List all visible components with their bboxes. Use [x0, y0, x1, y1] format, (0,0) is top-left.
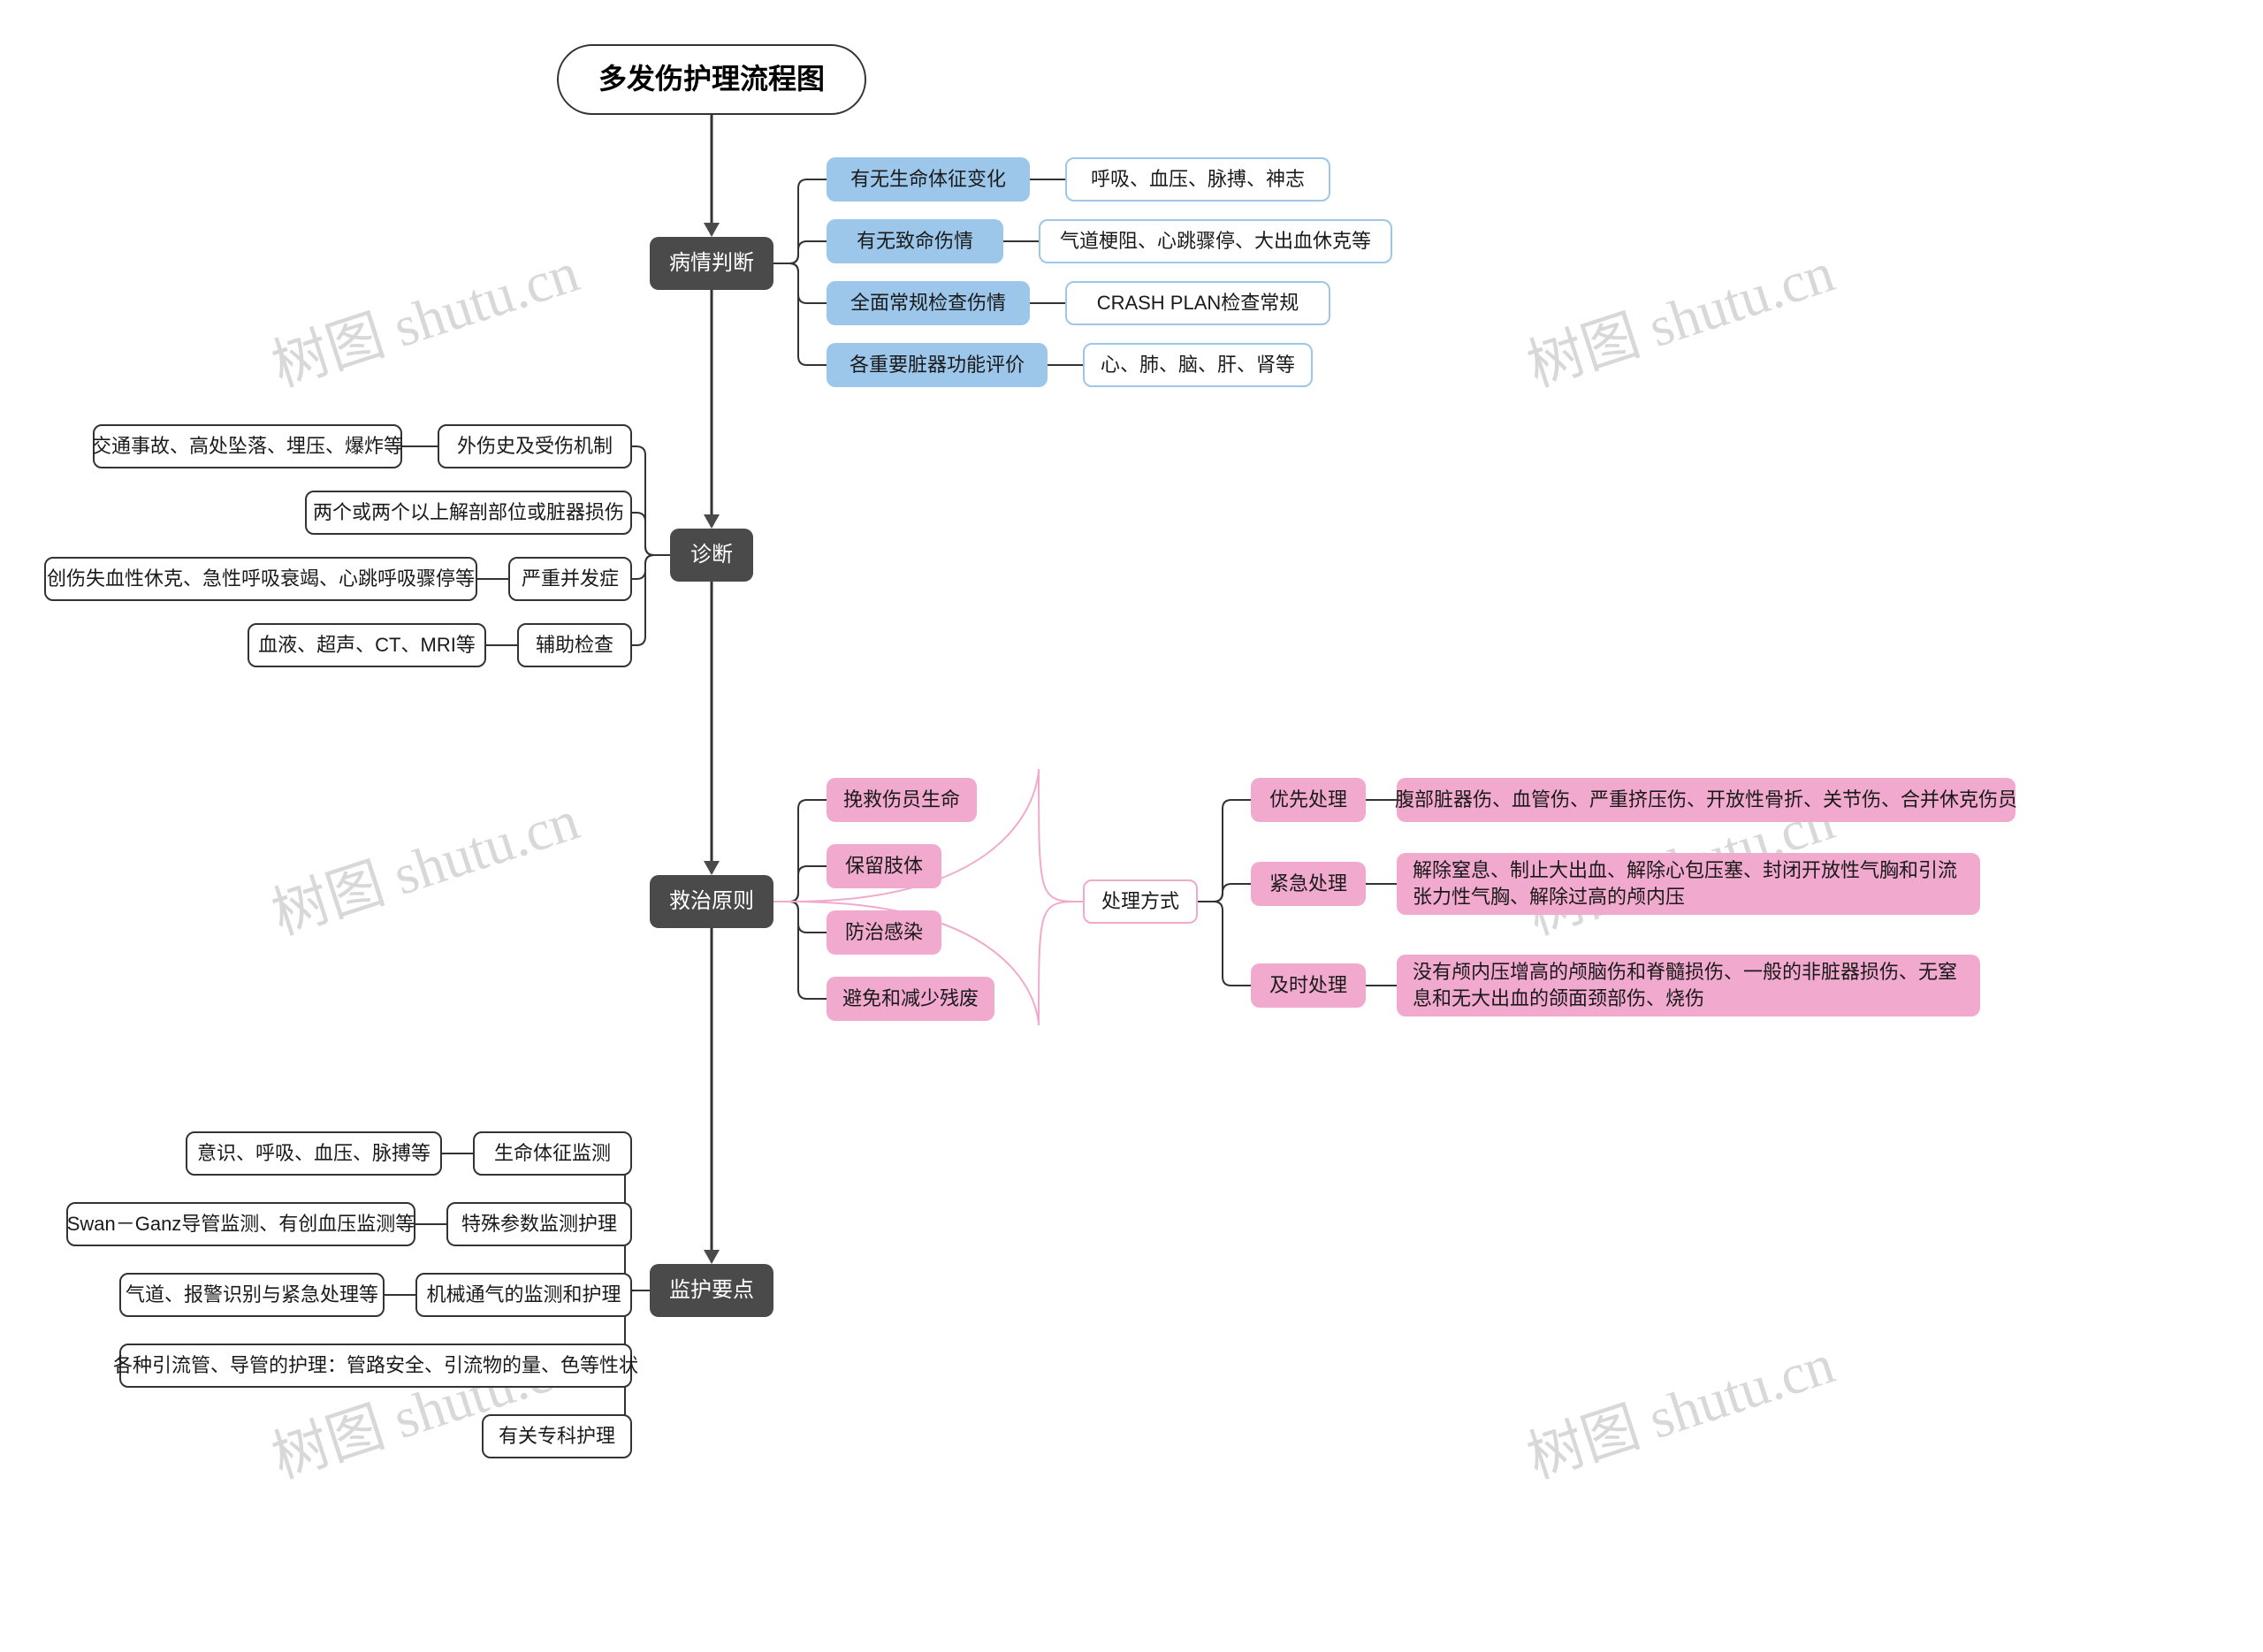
- node-b3b: CRASH PLAN检查常规: [1065, 281, 1330, 325]
- connector: [773, 241, 827, 263]
- node-pm3b: 没有颅内压增高的颅脑伤和脊髓损伤、一般的非脏器损伤、无窒息和无大出血的颌面颈部伤…: [1397, 955, 1980, 1016]
- node-m3b: 气道、报警识别与紧急处理等: [119, 1273, 385, 1317]
- node-d1b: 交通事故、高处坠落、埋压、爆炸等: [93, 424, 402, 468]
- arrowhead: [704, 1250, 720, 1264]
- arrowhead: [704, 861, 720, 875]
- node-d4b: 血液、超声、CT、MRI等: [248, 623, 486, 667]
- node-m1a: 生命体征监测: [473, 1131, 632, 1176]
- connector: [632, 555, 670, 645]
- node-p1: 挽救伤员生命: [827, 778, 977, 822]
- node-m5a: 有关专科护理: [482, 1414, 632, 1458]
- connector: [773, 263, 827, 365]
- node-d2a: 两个或两个以上解剖部位或脏器损伤: [305, 491, 632, 535]
- connector: [1198, 902, 1251, 986]
- node-d3b: 创伤失血性休克、急性呼吸衰竭、心跳呼吸骤停等: [44, 557, 477, 601]
- node-pm2b: 解除窒息、制止大出血、解除心包压塞、封闭开放性气胸和引流张力性气胸、解除过高的颅…: [1397, 853, 1980, 915]
- watermark: 树图 shutu.cn: [1516, 1319, 1843, 1494]
- node-d4a: 辅助检查: [517, 623, 632, 667]
- node-b1a: 有无生命体征变化: [827, 157, 1030, 202]
- node-root: 多发伤护理流程图: [557, 44, 866, 115]
- node-d3a: 严重并发症: [508, 557, 632, 601]
- node-hub1: 病情判断: [650, 237, 773, 290]
- connector: [632, 446, 670, 555]
- node-b2a: 有无致命伤情: [827, 219, 1003, 263]
- node-m4a: 各种引流管、导管的护理：管路安全、引流物的量、色等性状: [119, 1344, 632, 1388]
- node-pm1a: 优先处理: [1251, 778, 1366, 822]
- node-b2b: 气道梗阻、心跳骤停、大出血休克等: [1039, 219, 1392, 263]
- node-b1b: 呼吸、血压、脉搏、神志: [1065, 157, 1330, 202]
- watermark: 树图 shutu.cn: [261, 775, 588, 950]
- connector: [773, 902, 827, 933]
- node-b4a: 各重要脏器功能评价: [827, 343, 1048, 387]
- node-b3a: 全面常规检查伤情: [827, 281, 1030, 325]
- node-m1b: 意识、呼吸、血压、脉搏等: [186, 1131, 442, 1176]
- node-b4b: 心、肺、脑、肝、肾等: [1083, 343, 1313, 387]
- connector: [773, 902, 827, 999]
- node-hub2: 诊断: [670, 529, 753, 582]
- node-pm1b: 腹部脏器伤、血管伤、严重挤压伤、开放性骨折、关节伤、合并休克伤员: [1397, 778, 2015, 822]
- connector: [773, 179, 827, 263]
- node-p4: 避免和减少残废: [827, 977, 994, 1021]
- connector: [773, 866, 827, 902]
- arrowhead: [704, 514, 720, 529]
- watermark: 树图 shutu.cn: [1516, 227, 1843, 402]
- node-hub3: 救治原则: [650, 875, 773, 928]
- node-pm3a: 及时处理: [1251, 963, 1366, 1008]
- node-d1a: 外伤史及受伤机制: [438, 424, 632, 468]
- node-m2b: Swan－Ganz导管监测、有创血压监测等: [66, 1202, 415, 1246]
- connector: [1198, 884, 1251, 902]
- connector: [632, 555, 670, 579]
- node-p2: 保留肢体: [827, 844, 941, 888]
- diagram-canvas: 树图 shutu.cn 树图 shutu.cn 树图 shutu.cn 树图 shut…: [0, 0, 2263, 1652]
- node-hub4: 监护要点: [650, 1264, 773, 1317]
- connector: [773, 263, 827, 303]
- watermark: 树图 shutu.cn: [261, 227, 588, 402]
- arrowhead: [704, 223, 720, 237]
- node-m3a: 机械通气的监测和护理: [415, 1273, 632, 1317]
- connector: [1198, 800, 1251, 902]
- connector: [632, 513, 670, 555]
- connector: [773, 800, 827, 902]
- node-m2a: 特殊参数监测护理: [446, 1202, 632, 1246]
- node-p3: 防治感染: [827, 910, 941, 955]
- node-pm2a: 紧急处理: [1251, 862, 1366, 906]
- node-pm: 处理方式: [1083, 879, 1198, 924]
